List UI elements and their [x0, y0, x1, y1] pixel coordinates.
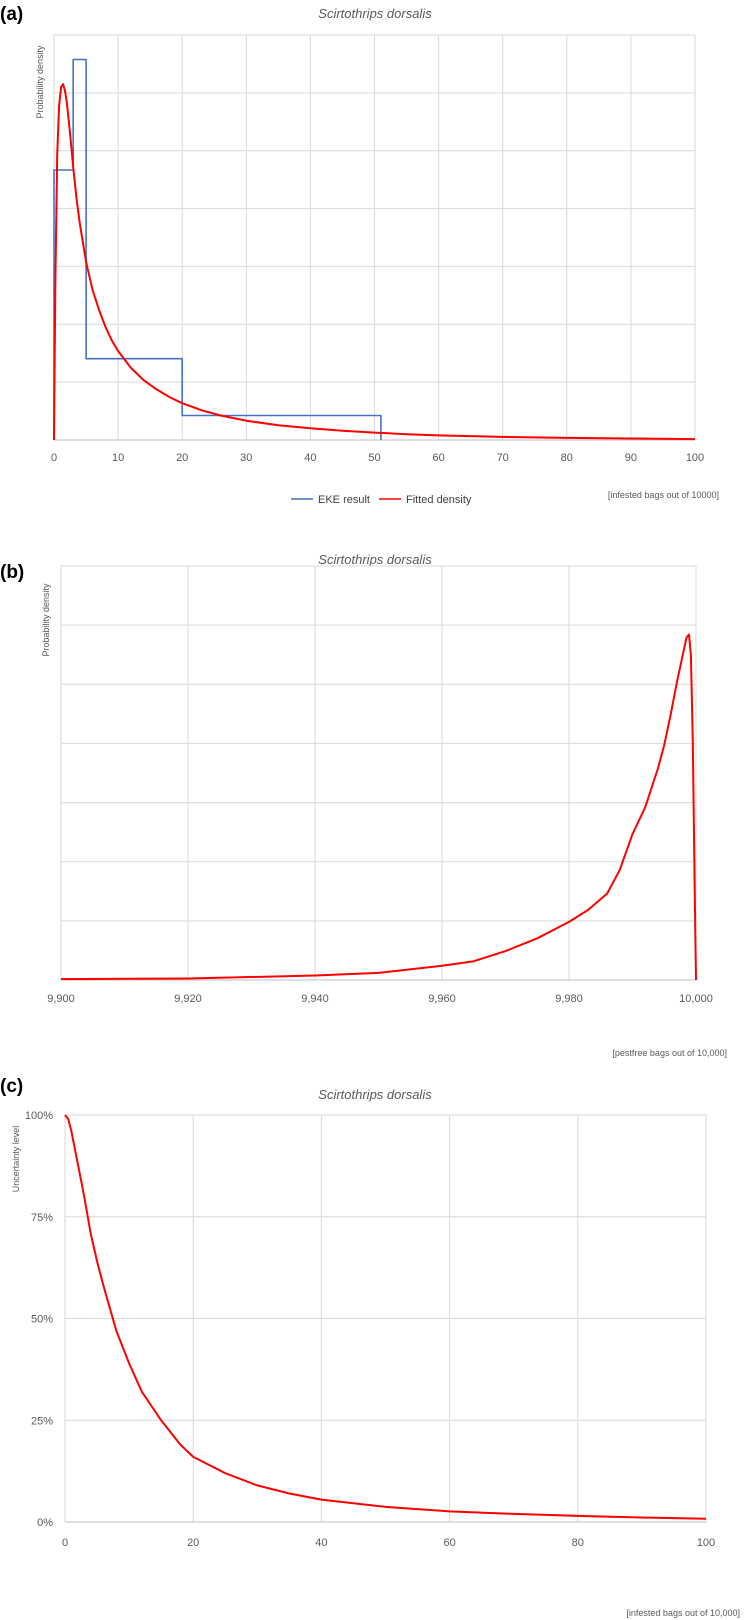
- gridlines-c: [64, 1114, 707, 1523]
- series-group-b: [60, 633, 697, 981]
- fitted-density-series-c: [64, 1114, 707, 1520]
- y-tick-label-c: 25%: [31, 1415, 53, 1427]
- x-tick-label-c: 0: [62, 1537, 68, 1549]
- y-tick-label-c: 100%: [25, 1110, 53, 1122]
- x-tick-label-a: 20: [176, 452, 188, 464]
- x-tick-label-a: 30: [240, 452, 252, 464]
- x-axis-label-c: [infested bags out of 10,000]: [626, 1608, 740, 1618]
- y-tick-label-c: 50%: [31, 1314, 53, 1326]
- series-group-c: [64, 1114, 707, 1520]
- x-tick-label-a: 10: [112, 452, 124, 464]
- x-tick-label-a: 50: [368, 452, 380, 464]
- chart-title-b: Scirtothrips dorsalis: [318, 552, 432, 567]
- x-tick-label-c: 100: [697, 1537, 715, 1549]
- fitted-density-series-a: [53, 83, 696, 441]
- chart-panel-c: (c) Scirtothrips dorsalis Uncertainty le…: [0, 1076, 740, 1618]
- x-tick-labels-b: 9,900 9,920 9,940 9,960 9,980 10,000: [47, 993, 713, 1005]
- chart-panel-b: (b) Scirtothrips dorsalis Probability de…: [0, 552, 727, 1058]
- tick-labels-c: 0 20 40 60 80 100 0% 25% 50% 75% 100%: [25, 1110, 715, 1549]
- y-axis-label-a: Probability density: [35, 45, 45, 119]
- y-axis-label-c: Uncertainty level: [11, 1126, 21, 1193]
- y-tick-label-c: 75%: [31, 1212, 53, 1224]
- x-tick-label-b: 9,960: [428, 993, 456, 1005]
- chart-title-a: Scirtothrips dorsalis: [318, 6, 432, 21]
- x-tick-label-b: 9,980: [555, 993, 583, 1005]
- x-tick-label-b: 10,000: [679, 993, 713, 1005]
- panel-label-c: (c): [0, 1076, 23, 1097]
- eke-result-series-a: [53, 58, 382, 440]
- legend: EKE result Fitted density: [291, 494, 472, 506]
- legend-label-fitted: Fitted density: [406, 494, 472, 506]
- legend-label-eke: EKE result: [318, 494, 370, 506]
- panel-label-a: (a): [0, 4, 23, 25]
- x-tick-label-b: 9,900: [47, 993, 75, 1005]
- x-tick-label-a: 60: [432, 452, 444, 464]
- panel-label-b: (b): [0, 562, 24, 583]
- x-tick-label-c: 40: [315, 1537, 327, 1549]
- x-tick-label-a: 80: [561, 452, 573, 464]
- x-tick-labels-a: 0 10 20 30 40 50 60 70 80 90 100: [51, 452, 704, 464]
- fitted-density-series-b: [60, 633, 697, 981]
- gridlines-b: [60, 565, 697, 981]
- x-tick-label-a: 90: [625, 452, 637, 464]
- x-tick-label-a: 40: [304, 452, 316, 464]
- chart-title-c: Scirtothrips dorsalis: [318, 1087, 432, 1102]
- x-tick-label-c: 80: [572, 1537, 584, 1549]
- y-axis-label-b: Probability density: [41, 583, 51, 657]
- x-tick-label-a: 70: [497, 452, 509, 464]
- x-tick-label-a: 100: [686, 452, 704, 464]
- x-axis-label-a: [infested bags out of 10000]: [608, 490, 719, 500]
- x-axis-label-b: [pestfree bags out of 10,000]: [612, 1048, 727, 1058]
- x-tick-label-b: 9,940: [301, 993, 329, 1005]
- x-tick-label-c: 20: [187, 1537, 199, 1549]
- x-tick-label-a: 0: [51, 452, 57, 464]
- y-tick-label-c: 0%: [37, 1517, 53, 1529]
- series-group-a: [53, 58, 696, 441]
- gridlines-a: [53, 34, 696, 441]
- x-tick-label-c: 60: [443, 1537, 455, 1549]
- chart-panel-a: (a) Scirtothrips dorsalis Probability de…: [0, 4, 719, 506]
- x-tick-label-b: 9,920: [174, 993, 202, 1005]
